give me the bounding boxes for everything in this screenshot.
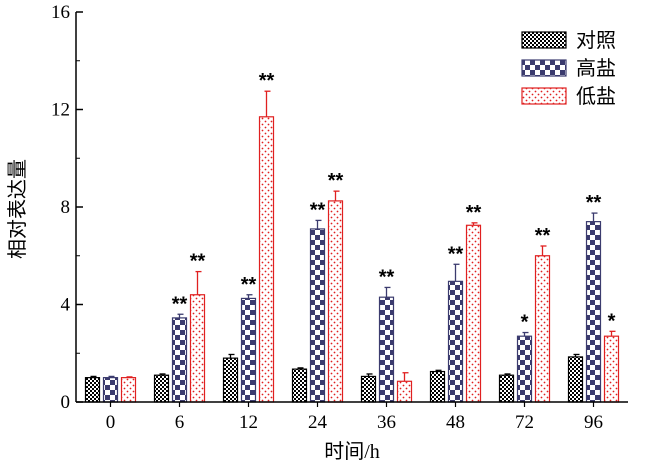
bar xyxy=(153,374,170,403)
legend-swatch xyxy=(521,31,567,49)
bar xyxy=(516,335,533,403)
x-tick-label: 0 xyxy=(106,412,116,433)
significance-label: ** xyxy=(172,293,188,315)
legend-label: 对照 xyxy=(576,29,616,52)
bar xyxy=(258,116,275,403)
significance-label: * xyxy=(608,310,616,332)
bar xyxy=(240,297,257,403)
x-tick-label: 6 xyxy=(175,412,185,433)
bar xyxy=(429,370,446,403)
significance-label: ** xyxy=(586,192,602,214)
bar xyxy=(585,221,602,403)
error-bars-layer xyxy=(90,90,616,382)
y-tick-label: 0 xyxy=(61,392,71,413)
bar xyxy=(327,200,344,403)
y-tick-label: 16 xyxy=(51,2,70,23)
bar xyxy=(291,368,308,403)
bar xyxy=(447,280,464,403)
significance-label: ** xyxy=(328,170,344,192)
significance-label: ** xyxy=(310,199,326,221)
x-tick-label: 96 xyxy=(584,412,603,433)
bar xyxy=(309,228,326,403)
significance-layer: ************************ xyxy=(172,70,616,333)
bar xyxy=(360,375,377,403)
legend-label: 低盐 xyxy=(576,85,616,108)
bar xyxy=(84,377,101,403)
bar xyxy=(534,255,551,403)
y-tick-label: 8 xyxy=(61,197,71,218)
bar xyxy=(465,224,482,403)
x-tick-label: 36 xyxy=(377,412,396,433)
y-axis-label: 相对表达量 xyxy=(6,159,29,259)
bar xyxy=(102,377,119,403)
significance-label: ** xyxy=(259,70,275,92)
bar xyxy=(171,317,188,403)
x-ticks: 0 6 12 24 36 48 72 96 xyxy=(106,402,603,433)
significance-label: ** xyxy=(190,251,206,273)
bar xyxy=(189,294,206,403)
bar xyxy=(498,374,515,403)
x-tick-label: 72 xyxy=(515,412,534,433)
bar xyxy=(120,377,137,403)
significance-label: ** xyxy=(448,243,464,265)
significance-label: ** xyxy=(241,274,257,296)
significance-label: ** xyxy=(379,266,395,288)
bar xyxy=(396,380,413,403)
significance-label: ** xyxy=(535,225,551,247)
x-tick-label: 12 xyxy=(239,412,258,433)
bar xyxy=(603,335,620,403)
bars-layer xyxy=(84,116,620,403)
significance-label: ** xyxy=(466,202,482,224)
x-axis-label: 时间/h xyxy=(324,440,380,463)
legend-label: 高盐 xyxy=(576,57,616,80)
y-ticks: 0 4 8 12 16 xyxy=(51,2,83,413)
y-tick-label: 4 xyxy=(61,295,71,316)
x-tick-label: 48 xyxy=(446,412,465,433)
y-tick-label: 12 xyxy=(51,100,70,121)
bar xyxy=(567,356,584,403)
significance-label: * xyxy=(521,312,529,334)
bar xyxy=(222,357,239,403)
x-tick-label: 24 xyxy=(308,412,328,433)
legend-swatch xyxy=(521,59,567,77)
bar xyxy=(378,296,395,403)
legend-swatch xyxy=(521,87,567,105)
